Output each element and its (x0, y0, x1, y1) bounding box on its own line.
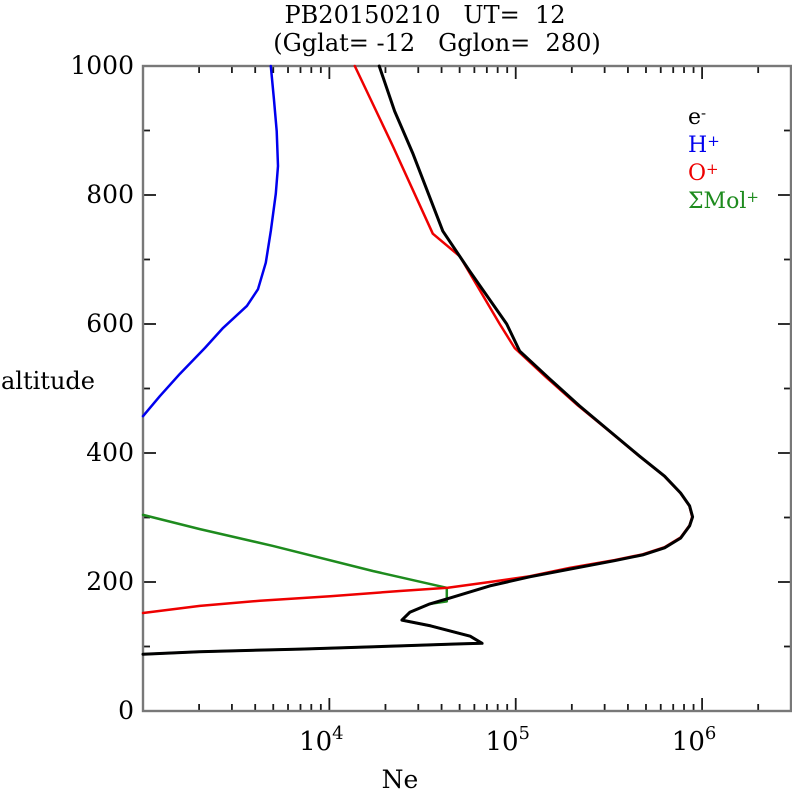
legend-label-superscript: + (746, 188, 759, 206)
legend-item-hydrogen-ion: H+ (688, 128, 759, 158)
plot-frame (141, 64, 792, 713)
legend: e- H+ O+ ΣMol+ (688, 100, 759, 214)
legend-label-superscript: + (707, 132, 720, 150)
series-H+ (141, 64, 280, 418)
y-tick-label: 800 (86, 180, 134, 209)
legend-label-superscript: + (706, 160, 719, 178)
chart-title: PB20150210 UT= 12 (284, 1, 566, 29)
x-tick-label: 105 (485, 723, 530, 757)
y-tick-label: 0 (118, 696, 134, 725)
y-tick-label: 400 (86, 438, 134, 467)
legend-label-superscript: - (701, 104, 707, 122)
legend-item-electron: e- (688, 100, 759, 130)
y-axis-label: altitude (1, 367, 95, 395)
series-SumMol+ (141, 513, 484, 656)
series-e- (141, 64, 695, 656)
y-tick-label: 200 (86, 567, 134, 596)
legend-item-oxygen-ion: O+ (688, 156, 759, 186)
legend-item-molecular-ions: ΣMol+ (688, 184, 759, 214)
legend-label: e (688, 105, 702, 130)
x-tick-label: 106 (672, 723, 717, 757)
legend-label: ΣMol (688, 189, 747, 214)
chart-subtitle: (Gglat= -12 Gglon= 280) (273, 29, 601, 57)
series-O+ (141, 64, 694, 615)
y-tick-label: 1000 (70, 51, 134, 80)
y-tick-label: 600 (86, 309, 134, 338)
x-tick-label: 104 (299, 723, 344, 757)
x-axis-label: Ne (381, 765, 419, 794)
legend-label: O (688, 161, 707, 186)
legend-label: H (688, 133, 708, 158)
